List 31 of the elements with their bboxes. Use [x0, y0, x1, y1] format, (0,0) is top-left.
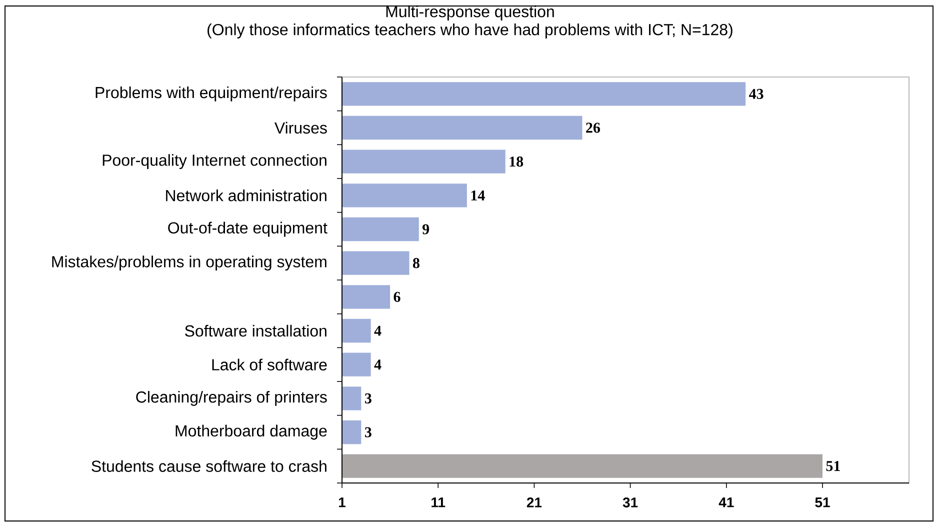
y-tick-label: Students cause software to crash [92, 460, 326, 472]
data-label: 4 [374, 326, 382, 336]
x-tick-label: 31 [622, 498, 638, 508]
data-label: 26 [586, 122, 600, 133]
y-tick-label: Cleaning/repairs of printers [136, 390, 327, 406]
y-tick-label: Network administration [166, 190, 326, 202]
data-label: 43 [749, 88, 764, 99]
y-tick-label: Out-of-date equipment [168, 222, 328, 237]
data-label: 18 [510, 156, 524, 167]
y-tick-label: Problems with equipment/repairs [96, 86, 327, 102]
chart-title: Multi-response question [386, 6, 554, 20]
y-tick-label: Viruses [274, 122, 327, 134]
y-tick-label: Mistakes/problems in operating system [52, 256, 326, 271]
y-tick-label: Lack of software [212, 358, 327, 370]
data-label: 8 [412, 258, 420, 268]
x-tick-label: 1 [338, 498, 346, 508]
y-tick-label: Motherboard damage [176, 424, 327, 440]
data-label: 14 [471, 190, 485, 200]
data-label: 4 [374, 360, 382, 370]
x-tick-label: 51 [815, 498, 830, 508]
data-label: 51 [826, 461, 840, 472]
y-tick-label: Poor-quality Internet connection [102, 154, 326, 170]
chart-subtitle: (Only those informatics teachers who have had problems with ICT; N=128) [208, 24, 732, 38]
x-tick-label: 21 [526, 498, 542, 508]
data-label: 6 [394, 292, 400, 302]
x-tick-label: 11 [432, 498, 446, 508]
x-tick-label: 41 [718, 498, 734, 508]
data-label: 9 [422, 224, 430, 234]
data-label: 3 [364, 393, 372, 404]
y-tick-label: Software installation [185, 324, 326, 337]
data-label: 3 [364, 427, 372, 438]
